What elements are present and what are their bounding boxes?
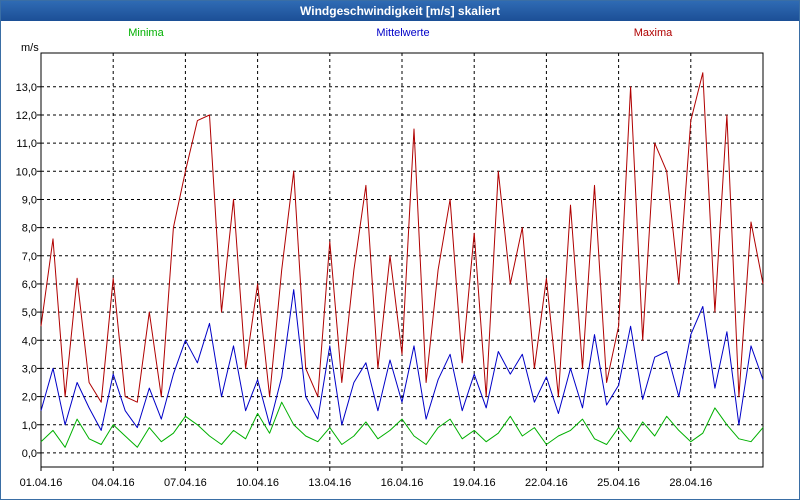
line-chart: 0,0 1,0 2,0 3,0 4,0 5,0 6,0 7,0 8,0 9,0 10,0 11,0 12… <box>16 27 764 489</box>
legend-maxima: Maxima <box>634 27 673 39</box>
legend: Minima Mittelwerte Maxima <box>128 27 673 39</box>
x-tick-label: 13.04.16 <box>308 477 351 489</box>
series-lines <box>40 72 764 448</box>
window-title: Windgeschwindigkeit [m/s] skaliert <box>1 1 799 21</box>
series-line-mittelwerte <box>40 289 764 431</box>
legend-mittelwerte: Mittelwerte <box>376 27 429 39</box>
x-tick-label: 10.04.16 <box>236 477 279 489</box>
series-line-minima <box>40 401 764 448</box>
y-tick-label: 4,0 <box>22 335 37 347</box>
y-tick-label: 10,0 <box>16 166 37 178</box>
x-axis-ticks: 01.04.16 04.04.16 07.04.16 10.04.16 13.04.16… <box>20 467 712 489</box>
y-tick-label: 13,0 <box>16 82 37 94</box>
y-tick-label: 3,0 <box>22 363 37 375</box>
x-tick-label: 22.04.16 <box>525 477 568 489</box>
x-tick-label: 25.04.16 <box>597 477 640 489</box>
y-tick-label: 2,0 <box>22 392 37 404</box>
x-tick-label: 28.04.16 <box>669 477 712 489</box>
y-tick-label: 8,0 <box>22 223 37 235</box>
series-line-maxima <box>40 72 764 403</box>
y-tick-label: 11,0 <box>16 138 37 150</box>
x-tick-label: 01.04.16 <box>20 477 63 489</box>
x-tick-label: 16.04.16 <box>381 477 424 489</box>
x-tick-label: 19.04.16 <box>453 477 496 489</box>
x-tick-label: 07.04.16 <box>164 477 207 489</box>
y-tick-label: 12,0 <box>16 110 37 122</box>
y-tick-label: 9,0 <box>22 194 37 206</box>
y-tick-label: 7,0 <box>22 251 37 263</box>
y-axis-label: m/s <box>21 42 39 54</box>
x-tick-label: 04.04.16 <box>92 477 135 489</box>
y-axis-ticks: 0,0 1,0 2,0 3,0 4,0 5,0 6,0 7,0 8,0 9,0 10,0 11,0 12… <box>16 82 41 460</box>
y-tick-label: 5,0 <box>22 307 37 319</box>
y-tick-label: 1,0 <box>22 420 37 432</box>
legend-minima: Minima <box>128 27 164 39</box>
y-tick-label: 0,0 <box>22 448 37 460</box>
grid-lines <box>40 53 763 467</box>
y-tick-label: 6,0 <box>22 279 37 291</box>
